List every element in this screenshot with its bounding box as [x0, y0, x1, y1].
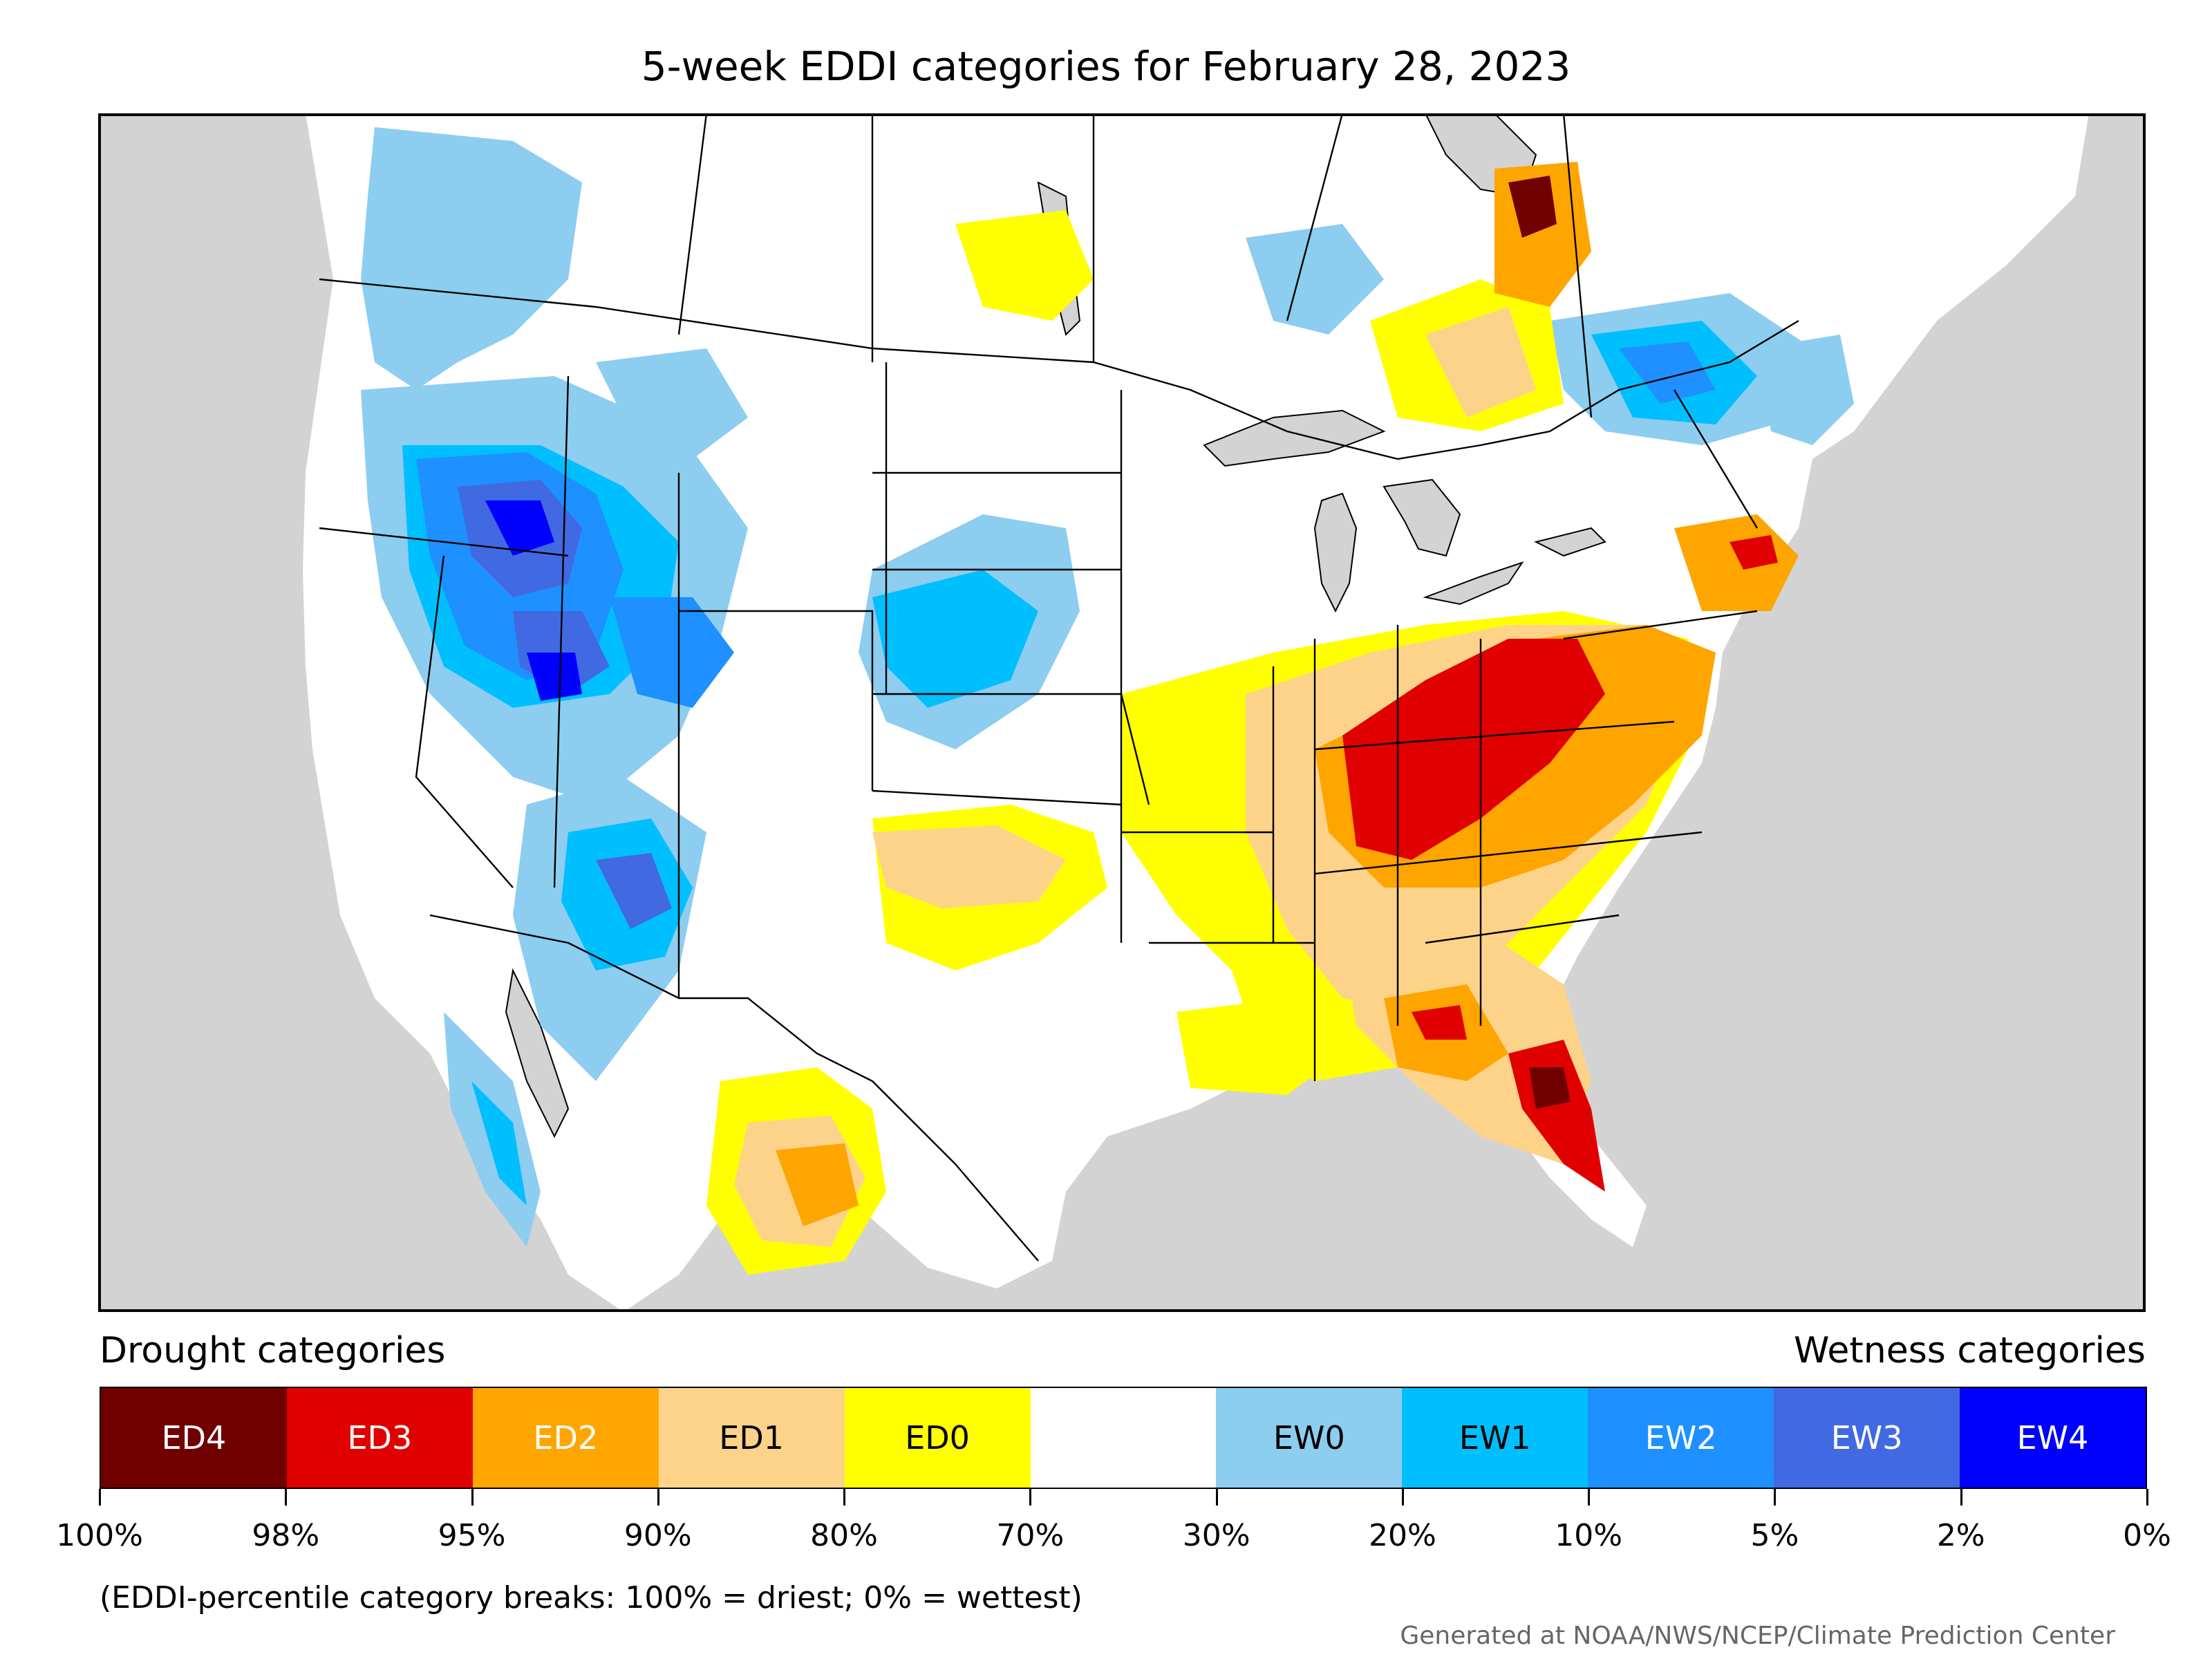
- eddi-map: [98, 113, 2146, 1312]
- eastern-states: [1313, 610, 1758, 1026]
- western-states: [319, 375, 1150, 998]
- colorbar-tick-label: 2%: [1936, 1518, 1985, 1553]
- colorbar-tick: [99, 1489, 101, 1506]
- colorbar-tick: [1588, 1489, 1591, 1506]
- colorbar-tick-label: 95%: [438, 1518, 506, 1553]
- colorbar-cell-normal: [1030, 1388, 1217, 1488]
- colorbar-cell-ed0: ED0: [844, 1388, 1031, 1488]
- colorbar-cell-ew1: EW1: [1402, 1388, 1588, 1488]
- colorbar-tick: [1029, 1489, 1032, 1506]
- ew1-baja: [471, 1081, 527, 1206]
- ew0-northern-rockies: [596, 348, 748, 459]
- colorbar-tick-label: 80%: [810, 1518, 878, 1553]
- map-frame: [98, 113, 2146, 1312]
- colorbar-cell-ew4: EW4: [1960, 1388, 2146, 1488]
- colorbar-tick-label: 90%: [624, 1518, 692, 1553]
- ew0-ontario-north: [1246, 224, 1384, 335]
- lake-huron: [1382, 478, 1461, 557]
- colorbar-tick-label: 5%: [1750, 1518, 1799, 1553]
- colorbar-tick-label: 10%: [1555, 1518, 1623, 1553]
- ed2-south-texas: [776, 1143, 859, 1226]
- colorbar-cell-ew2: EW2: [1588, 1388, 1774, 1488]
- colorbar-tick: [843, 1489, 846, 1506]
- us-mexico-border: [429, 914, 1039, 1262]
- chart-title: 5-week EDDI categories for February 28, …: [641, 43, 1571, 90]
- ed4-florida: [1529, 1067, 1571, 1109]
- ed3-new-england: [1730, 535, 1778, 570]
- ed1-oklahoma: [872, 825, 1066, 908]
- colorbar-tick: [1215, 1489, 1218, 1506]
- colorbar-tick: [1774, 1489, 1777, 1506]
- ew3-arizona: [596, 853, 672, 929]
- ed0-gulf-coast: [1177, 998, 1342, 1095]
- colorbar-ticks: [99, 1489, 2148, 1507]
- ew1-colorado: [872, 570, 1038, 708]
- wetness-patches: [361, 127, 1854, 1247]
- canadian-provinces: [677, 113, 1759, 529]
- ew0-maine: [1757, 335, 1854, 445]
- colorbar-tick-label: 20%: [1369, 1518, 1436, 1553]
- ed3-panhandle: [1412, 1005, 1467, 1040]
- lake-michigan: [1313, 492, 1358, 613]
- ew2-utah-colorado: [610, 597, 734, 708]
- ew0-pacific-northwest: [361, 127, 582, 390]
- ed3-ohio-valley: [1342, 639, 1605, 860]
- colorbar-tick-label: 30%: [1182, 1518, 1250, 1553]
- colorbar-cell-ew0: EW0: [1216, 1388, 1403, 1488]
- colorbar-tick-label: 100%: [56, 1518, 143, 1553]
- colorbar-tick: [471, 1489, 474, 1506]
- drought-categories-heading: Drought categories: [100, 1330, 446, 1371]
- ew4-oregon: [485, 500, 554, 556]
- ed4-quebec: [1508, 176, 1557, 238]
- ew2-quebec: [1619, 341, 1716, 404]
- colorbar-cell-ed2: ED2: [472, 1388, 659, 1488]
- colorbar-tick: [285, 1489, 288, 1506]
- colorbar-cell-ed4: ED4: [101, 1388, 287, 1488]
- colorbar-cell-ed3: ED3: [286, 1388, 473, 1488]
- colorbar-tick: [1960, 1489, 1962, 1506]
- colorbar-tick: [1401, 1489, 1404, 1506]
- ed1-ontario: [1425, 307, 1536, 418]
- colorbar-tick: [657, 1489, 659, 1506]
- colorbar-tick-label: 70%: [996, 1518, 1065, 1553]
- drought-patches: [706, 162, 1799, 1275]
- category-colorbar: ED4 ED3 ED2 ED1 ED0 EW0 EW1 EW2 EW3 EW4: [100, 1387, 2147, 1489]
- colorbar-cell-ed1: ED1: [658, 1388, 845, 1488]
- category-breaks-note: (EDDI-percentile category breaks: 100% =…: [100, 1580, 1082, 1615]
- us-canada-border: [319, 278, 1799, 460]
- lake-ontario: [1534, 527, 1606, 557]
- ed0-canada-prairies: [955, 210, 1094, 321]
- colorbar-cell-ew3: EW3: [1774, 1388, 1960, 1488]
- credit-line: Generated at NOAA/NWS/NCEP/Climate Predi…: [1400, 1622, 2115, 1650]
- colorbar-tick: [2146, 1489, 2148, 1506]
- lake-superior: [1203, 409, 1386, 467]
- colorbar-tick-label: 98%: [252, 1518, 320, 1553]
- political-boundaries: [319, 113, 1799, 1262]
- lake-erie: [1423, 561, 1524, 606]
- colorbar-tick-label: 0%: [2123, 1518, 2171, 1553]
- ew4-utah: [527, 653, 582, 701]
- wetness-categories-heading: Wetness categories: [1794, 1330, 2146, 1371]
